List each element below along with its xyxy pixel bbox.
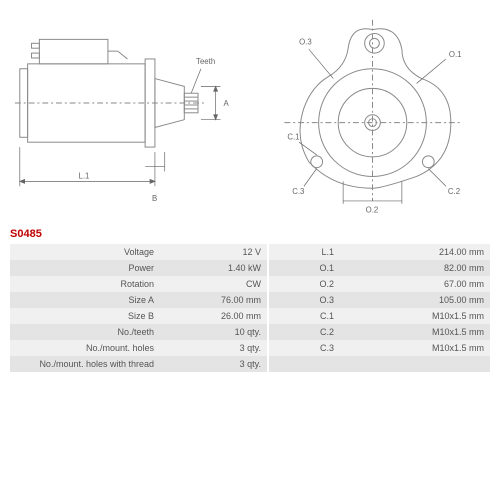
label-O3: O.3	[299, 37, 312, 46]
table-row: Power1.40 kWO.182.00 mm	[10, 260, 490, 276]
side-view-svg: L.1 B A Teeth	[10, 10, 245, 216]
spec-value: 10 qty.	[160, 324, 268, 340]
spec-value2: 82.00 mm	[340, 260, 490, 276]
spec-value: 26.00 mm	[160, 308, 268, 324]
spec-value2	[340, 356, 490, 372]
spec-value: 76.00 mm	[160, 292, 268, 308]
diagrams-row: L.1 B A Teeth	[10, 10, 490, 220]
label-C1: C.1	[287, 132, 299, 141]
table-row: Size B26.00 mmC.1M10x1.5 mm	[10, 308, 490, 324]
table-row: Size A76.00 mmO.3105.00 mm	[10, 292, 490, 308]
specs-tbody: Voltage12 VL.1214.00 mmPower1.40 kWO.182…	[10, 244, 490, 372]
label-C3: C.3	[292, 187, 305, 196]
spec-value: CW	[160, 276, 268, 292]
spec-label2: C.2	[268, 324, 340, 340]
spec-value: 1.40 kW	[160, 260, 268, 276]
spec-label2: O.3	[268, 292, 340, 308]
spec-value: 3 qty.	[160, 340, 268, 356]
table-row: Voltage12 VL.1214.00 mm	[10, 244, 490, 260]
label-O2: O.2	[366, 206, 379, 215]
side-view-diagram: L.1 B A Teeth	[10, 10, 245, 220]
spec-label2: C.3	[268, 340, 340, 356]
label-O1: O.1	[449, 50, 462, 59]
spec-value2: 214.00 mm	[340, 244, 490, 260]
table-row: RotationCWO.267.00 mm	[10, 276, 490, 292]
spec-label: Rotation	[10, 276, 160, 292]
spec-value: 3 qty.	[160, 356, 268, 372]
spec-value2: M10x1.5 mm	[340, 308, 490, 324]
label-C2: C.2	[448, 187, 460, 196]
spec-label2: O.1	[268, 260, 340, 276]
front-view-diagram: O.1 O.3 O.2 C.1 C.2 C.3	[255, 10, 490, 220]
label-Teeth: Teeth	[196, 57, 215, 66]
label-L1: L.1	[79, 171, 90, 180]
spec-label: Size A	[10, 292, 160, 308]
front-view-svg: O.1 O.3 O.2 C.1 C.2 C.3	[255, 10, 490, 216]
spec-label: Power	[10, 260, 160, 276]
spec-label2	[268, 356, 340, 372]
table-row: No./teeth10 qty.C.2M10x1.5 mm	[10, 324, 490, 340]
table-row: No./mount. holes with thread3 qty.	[10, 356, 490, 372]
table-row: No./mount. holes3 qty.C.3M10x1.5 mm	[10, 340, 490, 356]
spec-label: No./mount. holes	[10, 340, 160, 356]
label-A: A	[223, 99, 229, 108]
spec-label: Voltage	[10, 244, 160, 260]
spec-label2: L.1	[268, 244, 340, 260]
spec-value: 12 V	[160, 244, 268, 260]
part-number: S0485	[10, 228, 490, 240]
spec-value2: M10x1.5 mm	[340, 340, 490, 356]
spec-value2: 67.00 mm	[340, 276, 490, 292]
spec-label2: O.2	[268, 276, 340, 292]
label-B: B	[152, 194, 157, 203]
spec-value2: 105.00 mm	[340, 292, 490, 308]
spec-label2: C.1	[268, 308, 340, 324]
spec-label: Size B	[10, 308, 160, 324]
spec-label: No./teeth	[10, 324, 160, 340]
spec-label: No./mount. holes with thread	[10, 356, 160, 372]
spec-value2: M10x1.5 mm	[340, 324, 490, 340]
specs-table: Voltage12 VL.1214.00 mmPower1.40 kWO.182…	[10, 244, 490, 372]
